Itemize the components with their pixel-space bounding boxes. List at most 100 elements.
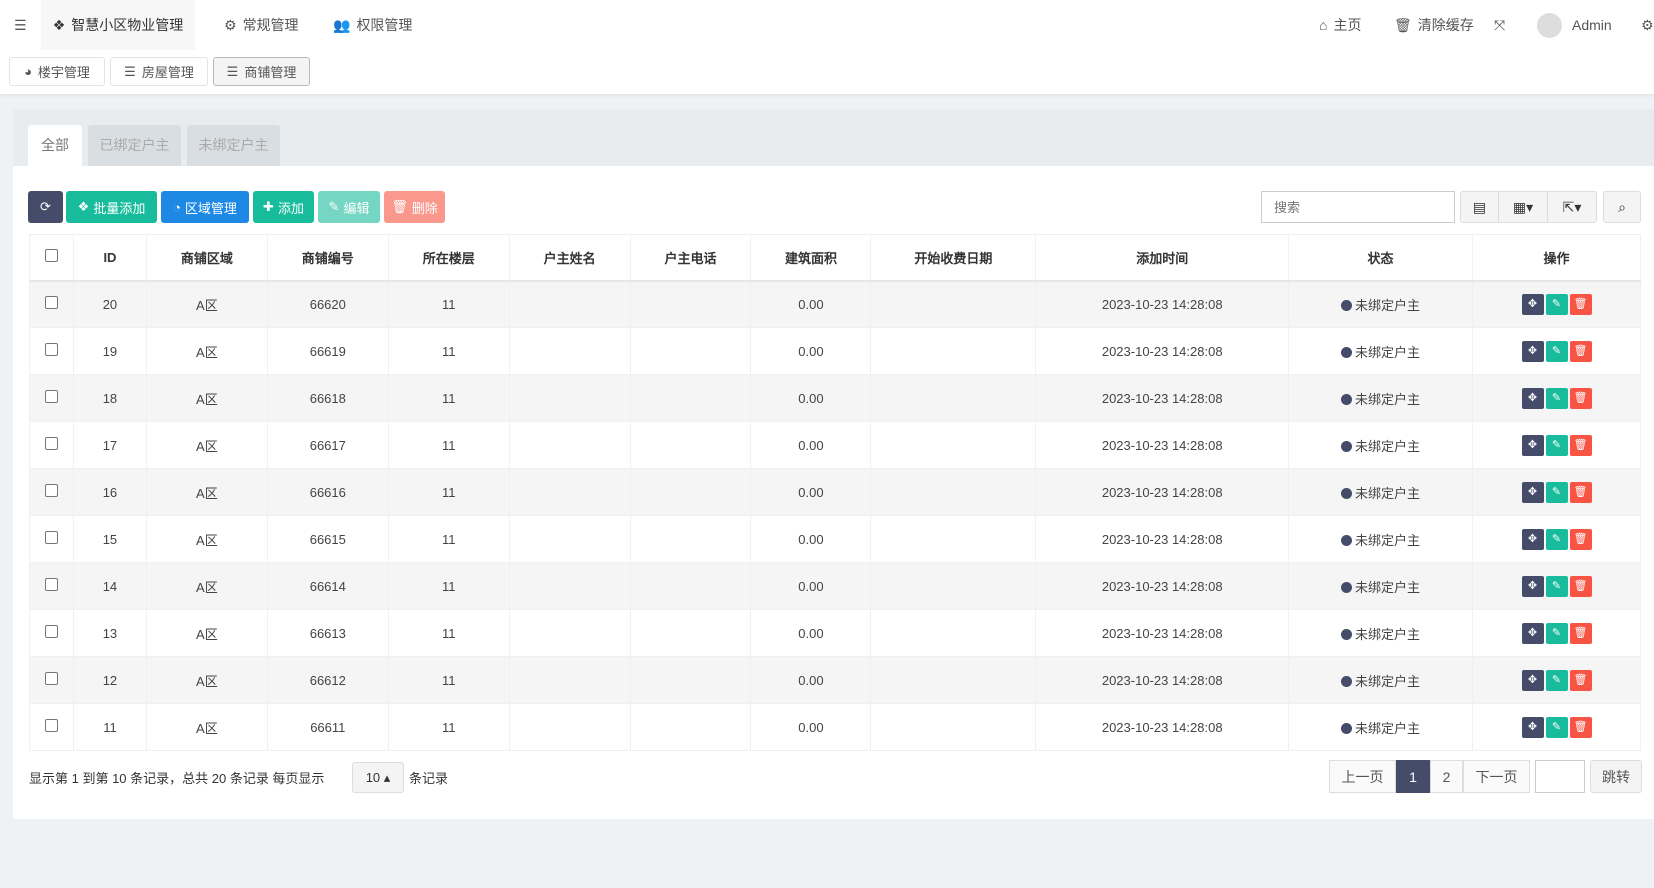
search-icon[interactable]: ⌕	[1603, 191, 1641, 223]
page-size-select[interactable]: 10 ▴	[352, 762, 404, 793]
drag-move-icon[interactable]: ✥	[1521, 716, 1544, 738]
row-checkbox[interactable]	[29, 468, 74, 516]
table-row[interactable]: 15 A区 66615 11 0.00 2023-10-23 14:28:08 未绑定户主 ✥…	[29, 515, 1641, 563]
row-checkbox[interactable]	[29, 374, 74, 422]
cell-id: 20	[72, 280, 147, 328]
select-all-checkbox[interactable]	[29, 234, 74, 282]
table-row[interactable]: 19 A区 66619 11 0.00 2023-10-23 14:28:08 未绑定户主 ✥…	[29, 327, 1641, 375]
col-header[interactable]: 开始收费日期	[870, 234, 1037, 282]
row-checkbox[interactable]	[29, 421, 74, 469]
row-checkbox[interactable]	[29, 327, 74, 375]
col-header[interactable]: 户主姓名	[508, 234, 631, 282]
next-page-button[interactable]: 下一页	[1463, 760, 1530, 793]
delete-row-icon[interactable]: 🗑	[1569, 434, 1592, 456]
drag-move-icon[interactable]: ✥	[1521, 387, 1544, 409]
delete-row-icon[interactable]: 🗑	[1569, 528, 1592, 550]
fullscreen-icon[interactable]: ⤧	[1494, 17, 1506, 33]
edit-row-icon[interactable]: ✎	[1545, 387, 1568, 409]
nav-user[interactable]: Admin	[1572, 0, 1612, 50]
row-checkbox[interactable]	[29, 609, 74, 657]
jump-page-input[interactable]	[1535, 760, 1585, 793]
drag-move-icon[interactable]: ✥	[1521, 293, 1544, 315]
col-header[interactable]: 添加时间	[1035, 234, 1290, 282]
cell-code: 66615	[266, 515, 389, 563]
table-row[interactable]: 20 A区 66620 11 0.00 2023-10-23 14:28:08 未绑定户主 ✥…	[29, 280, 1641, 328]
delete-row-icon[interactable]: 🗑	[1569, 481, 1592, 503]
tab-unbound[interactable]: 未绑定户主	[187, 125, 280, 166]
drag-move-icon[interactable]: ✥	[1521, 669, 1544, 691]
row-checkbox[interactable]	[29, 515, 74, 563]
edit-row-icon[interactable]: ✎	[1545, 669, 1568, 691]
add-button[interactable]: ✚ 添加	[253, 191, 314, 223]
edit-row-icon[interactable]: ✎	[1545, 434, 1568, 456]
table-row[interactable]: 12 A区 66612 11 0.00 2023-10-23 14:28:08 未绑定户主 ✥…	[29, 656, 1641, 704]
delete-row-icon[interactable]: 🗑	[1569, 340, 1592, 362]
nav-home[interactable]: ⌂ 主页	[1319, 0, 1361, 50]
delete-button[interactable]: 🗑 删除	[384, 191, 445, 223]
status-badge: 未绑定户主	[1288, 562, 1473, 610]
menu-toggle-icon[interactable]: ☰	[14, 17, 27, 33]
edit-row-icon[interactable]: ✎	[1545, 481, 1568, 503]
delete-row-icon[interactable]: 🗑	[1569, 387, 1592, 409]
col-header[interactable]: 商铺编号	[266, 234, 389, 282]
delete-row-icon[interactable]: 🗑	[1569, 293, 1592, 315]
table-row[interactable]: 13 A区 66613 11 0.00 2023-10-23 14:28:08 未绑定户主 ✥…	[29, 609, 1641, 657]
edit-row-icon[interactable]: ✎	[1545, 340, 1568, 362]
nav-permissions[interactable]: 👥 权限管理	[333, 0, 412, 50]
drag-move-icon[interactable]: ✥	[1521, 481, 1544, 503]
tab-bound[interactable]: 已绑定户主	[88, 125, 181, 166]
table-row[interactable]: 11 A区 66611 11 0.00 2023-10-23 14:28:08 未绑定户主 ✥…	[29, 703, 1641, 751]
col-header[interactable]: 商铺区域	[145, 234, 268, 282]
export-icon[interactable]: ⇱▾	[1562, 199, 1582, 215]
jump-button[interactable]: 跳转	[1590, 760, 1642, 793]
nav-general[interactable]: ⚙ 常规管理	[224, 0, 299, 50]
columns-icon[interactable]: ▦▾	[1499, 192, 1548, 222]
cell-time: 2023-10-23 14:28:08	[1035, 374, 1290, 422]
edit-row-icon[interactable]: ✎	[1545, 716, 1568, 738]
search-input[interactable]	[1261, 191, 1455, 223]
col-header[interactable]: 所在楼层	[387, 234, 510, 282]
row-checkbox[interactable]	[29, 656, 74, 704]
col-header[interactable]: ID	[72, 234, 147, 282]
col-header[interactable]: 户主电话	[629, 234, 752, 282]
batch-add-button[interactable]: ❖ 批量添加	[66, 191, 157, 223]
drag-move-icon[interactable]: ✥	[1521, 575, 1544, 597]
row-checkbox[interactable]	[29, 562, 74, 610]
drag-move-icon[interactable]: ✥	[1521, 340, 1544, 362]
page-2-button[interactable]: 2	[1430, 760, 1463, 793]
delete-row-icon[interactable]: 🗑	[1569, 716, 1592, 738]
col-header[interactable]: 建筑面积	[750, 234, 872, 282]
drag-move-icon[interactable]: ✥	[1521, 528, 1544, 550]
page-1-button[interactable]: 1	[1396, 760, 1430, 793]
area-manage-button[interactable]: ◔ 区域管理	[161, 191, 249, 223]
edit-row-icon[interactable]: ✎	[1545, 575, 1568, 597]
drag-move-icon[interactable]: ✥	[1521, 622, 1544, 644]
toggle-view-icon[interactable]: ▤	[1461, 192, 1499, 222]
subtab-houses[interactable]: ☰ 房屋管理	[110, 57, 208, 86]
edit-row-icon[interactable]: ✎	[1545, 528, 1568, 550]
delete-row-icon[interactable]: 🗑	[1569, 575, 1592, 597]
drag-move-icon[interactable]: ✥	[1521, 434, 1544, 456]
tab-all[interactable]: 全部	[28, 125, 82, 166]
nav-brand[interactable]: ❖ 智慧小区物业管理	[41, 0, 195, 50]
row-checkbox[interactable]	[29, 280, 74, 328]
refresh-button[interactable]: ⟳	[28, 191, 63, 223]
table-row[interactable]: 18 A区 66618 11 0.00 2023-10-23 14:28:08 未绑定户主 ✥…	[29, 374, 1641, 422]
subtab-buildings[interactable]: ◕ 楼宇管理	[9, 57, 105, 86]
delete-row-icon[interactable]: 🗑	[1569, 669, 1592, 691]
cell-area: A区	[145, 327, 268, 375]
edit-button[interactable]: ✎ 编辑	[318, 191, 380, 223]
row-checkbox[interactable]	[29, 703, 74, 751]
delete-row-icon[interactable]: 🗑	[1569, 622, 1592, 644]
col-header[interactable]: 状态	[1288, 234, 1473, 282]
avatar[interactable]	[1537, 13, 1562, 38]
prev-page-button[interactable]: 上一页	[1329, 760, 1396, 793]
table-row[interactable]: 16 A区 66616 11 0.00 2023-10-23 14:28:08 未绑定户主 ✥…	[29, 468, 1641, 516]
subtab-shops[interactable]: ☰ 商铺管理	[213, 57, 310, 86]
edit-row-icon[interactable]: ✎	[1545, 293, 1568, 315]
table-row[interactable]: 14 A区 66614 11 0.00 2023-10-23 14:28:08 未绑定户主 ✥…	[29, 562, 1641, 610]
nav-clear-cache[interactable]: 🗑 清除缓存	[1394, 0, 1474, 50]
table-row[interactable]: 17 A区 66617 11 0.00 2023-10-23 14:28:08 未绑定户主 ✥…	[29, 421, 1641, 469]
edit-row-icon[interactable]: ✎	[1545, 622, 1568, 644]
settings-icon[interactable]: ⚙	[1641, 17, 1654, 33]
